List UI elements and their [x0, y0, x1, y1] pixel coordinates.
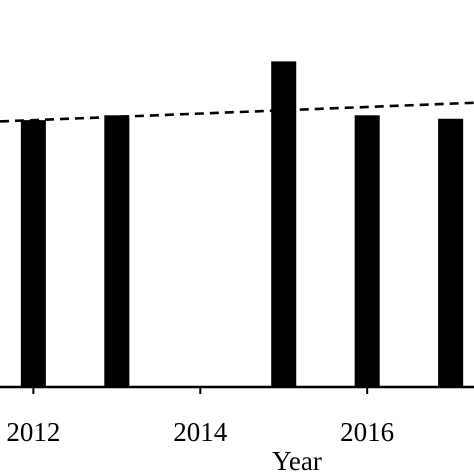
x-tick-label-2012: 2012 — [6, 417, 60, 447]
x-ticks-group: 2012 2014 2016 — [6, 387, 394, 447]
bar-2016 — [354, 115, 380, 388]
trend-line — [0, 101, 474, 123]
bar-2017 — [438, 118, 464, 388]
bar-2013 — [104, 115, 130, 388]
bars-group — [20, 61, 464, 388]
x-tick-label-2016: 2016 — [340, 417, 394, 447]
x-tick-label-2014: 2014 — [173, 417, 228, 447]
bar-2012 — [20, 120, 46, 387]
x-axis-title: Year — [272, 446, 322, 474]
bar-2015 — [271, 61, 297, 387]
